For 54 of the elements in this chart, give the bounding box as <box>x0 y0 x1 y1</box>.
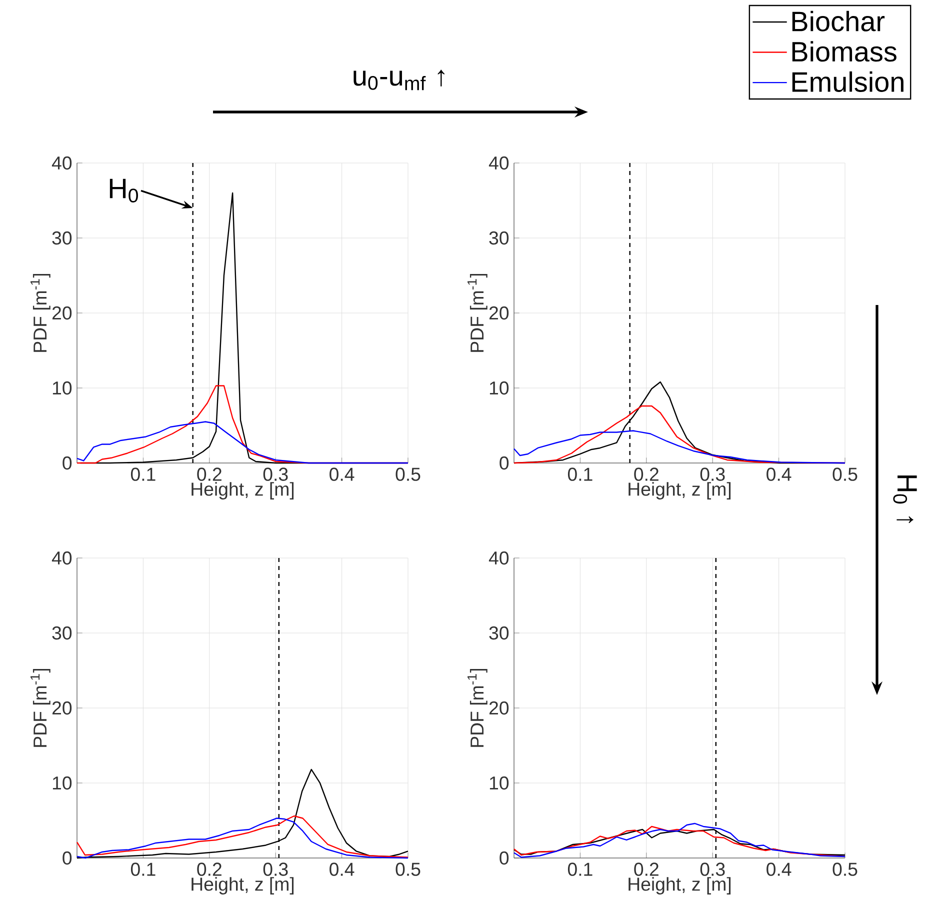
y-tick-label: 30 <box>52 231 72 245</box>
x-tick-label: 0.3 <box>700 862 725 876</box>
y-tick-label: 0 <box>500 851 509 865</box>
y-tick-label: 30 <box>489 231 509 245</box>
legend-label: Biochar <box>792 10 885 32</box>
y-tick-label: 40 <box>52 551 72 565</box>
x-axis-title: Height, z [m] <box>192 482 294 500</box>
x-tick-label: 0.4 <box>330 862 354 876</box>
y-axis-title: PDF [m$^{-1}$] <box>30 274 50 352</box>
x-tick-label: 0.1 <box>130 862 156 876</box>
y-tick-label: 0 <box>62 851 72 865</box>
x-tick-label: 0.1 <box>130 468 156 481</box>
y-axis-title: PDF [m$^{-1}$] <box>468 668 488 747</box>
x-tick-label: 0.4 <box>766 862 792 876</box>
x-axis-title: Height, z [m] <box>192 877 294 894</box>
y-tick-label: 10 <box>490 381 509 395</box>
x-axis-title: Height, z [m] <box>628 482 731 500</box>
y-axis-title: PDF [m$^{-1}$] <box>30 668 50 747</box>
y-tick-label: 10 <box>52 776 72 790</box>
x-tick-label: 0.5 <box>396 862 420 876</box>
x-tick-label: 0.2 <box>634 862 658 876</box>
y-tick-label: 20 <box>52 701 72 715</box>
y-tick-label: 0 <box>62 456 72 470</box>
x-tick-label: 0.3 <box>263 862 288 876</box>
x-tick-label: 0.3 <box>700 468 725 481</box>
y-tick-label: 40 <box>52 156 72 170</box>
x-tick-label: 0.4 <box>330 468 354 481</box>
y-tick-label: 30 <box>52 626 72 640</box>
x-tick-label: 0.4 <box>766 468 792 481</box>
legend-label: Emulsion <box>792 71 904 92</box>
text: H$_{0}$ ↑ <box>893 476 917 524</box>
x-tick-label: 0.1 <box>568 862 592 876</box>
y-tick-label: 40 <box>488 551 509 565</box>
annotation: H$_{0}$ <box>110 178 138 202</box>
y-tick-label: 0 <box>500 456 509 470</box>
x-tick-label: 0.5 <box>832 862 858 876</box>
y-tick-label: 10 <box>52 381 72 395</box>
x-tick-label: 0.5 <box>832 468 858 481</box>
x-tick-label: 0.3 <box>263 468 288 481</box>
y-tick-label: 40 <box>488 156 509 170</box>
text: u$_{0}$-u$_{mf}$ ↑ <box>354 70 444 90</box>
y-tick-label: 30 <box>489 626 509 640</box>
x-tick-label: 0.5 <box>396 468 420 481</box>
y-tick-label: 10 <box>490 776 509 790</box>
legend-label: Biomass <box>792 41 896 62</box>
y-axis-title: PDF [m$^{-1}$] <box>468 274 488 352</box>
y-tick-label: 20 <box>52 306 72 320</box>
y-tick-label: 20 <box>489 701 509 715</box>
x-tick-label: 0.2 <box>197 468 222 481</box>
x-tick-label: 0.2 <box>197 862 222 876</box>
x-axis-title: Height, z [m] <box>628 877 731 894</box>
x-tick-label: 0.2 <box>634 468 658 481</box>
x-tick-label: 0.1 <box>568 468 592 481</box>
y-tick-label: 20 <box>489 306 509 320</box>
